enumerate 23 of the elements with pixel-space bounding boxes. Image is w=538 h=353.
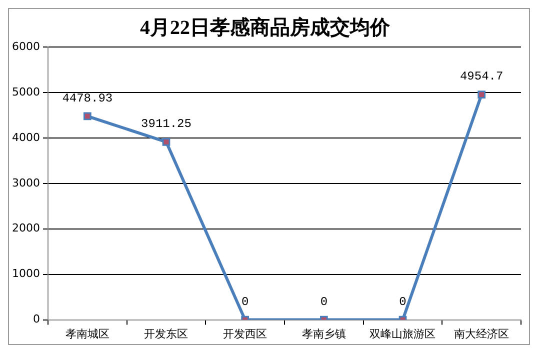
y-tick-label: 3000 — [12, 176, 40, 190]
y-tick-label: 5000 — [12, 85, 40, 98]
data-label: 0 — [241, 294, 249, 309]
x-tick-label: 孝南城区 — [65, 327, 110, 340]
x-tick-label: 开发东区 — [144, 327, 188, 340]
x-tick-label: 南大经济区 — [454, 327, 510, 340]
point — [83, 112, 92, 120]
data-label: 4478.93 — [62, 91, 113, 106]
data-label: 0 — [399, 294, 406, 309]
chart-title: 4月22日孝感商品房成交均价 — [140, 16, 391, 40]
x-tick-label: 双峰山旅游区 — [370, 327, 436, 340]
y-tick-label: 1000 — [12, 267, 40, 280]
point — [478, 90, 486, 98]
data-label: 0 — [320, 294, 328, 309]
data-label: 4954.7 — [460, 70, 504, 84]
data-label: 3911.25 — [141, 117, 192, 132]
point — [162, 138, 170, 146]
y-tick-label: 0 — [32, 312, 40, 326]
y-tick-label: 4000 — [12, 130, 40, 144]
x-tick-label: 开发西区 — [223, 327, 268, 340]
y-tick-label: 6000 — [12, 40, 40, 53]
x-tick-label: 孝南乡镇 — [302, 327, 346, 340]
y-tick-label: 2000 — [12, 222, 40, 235]
